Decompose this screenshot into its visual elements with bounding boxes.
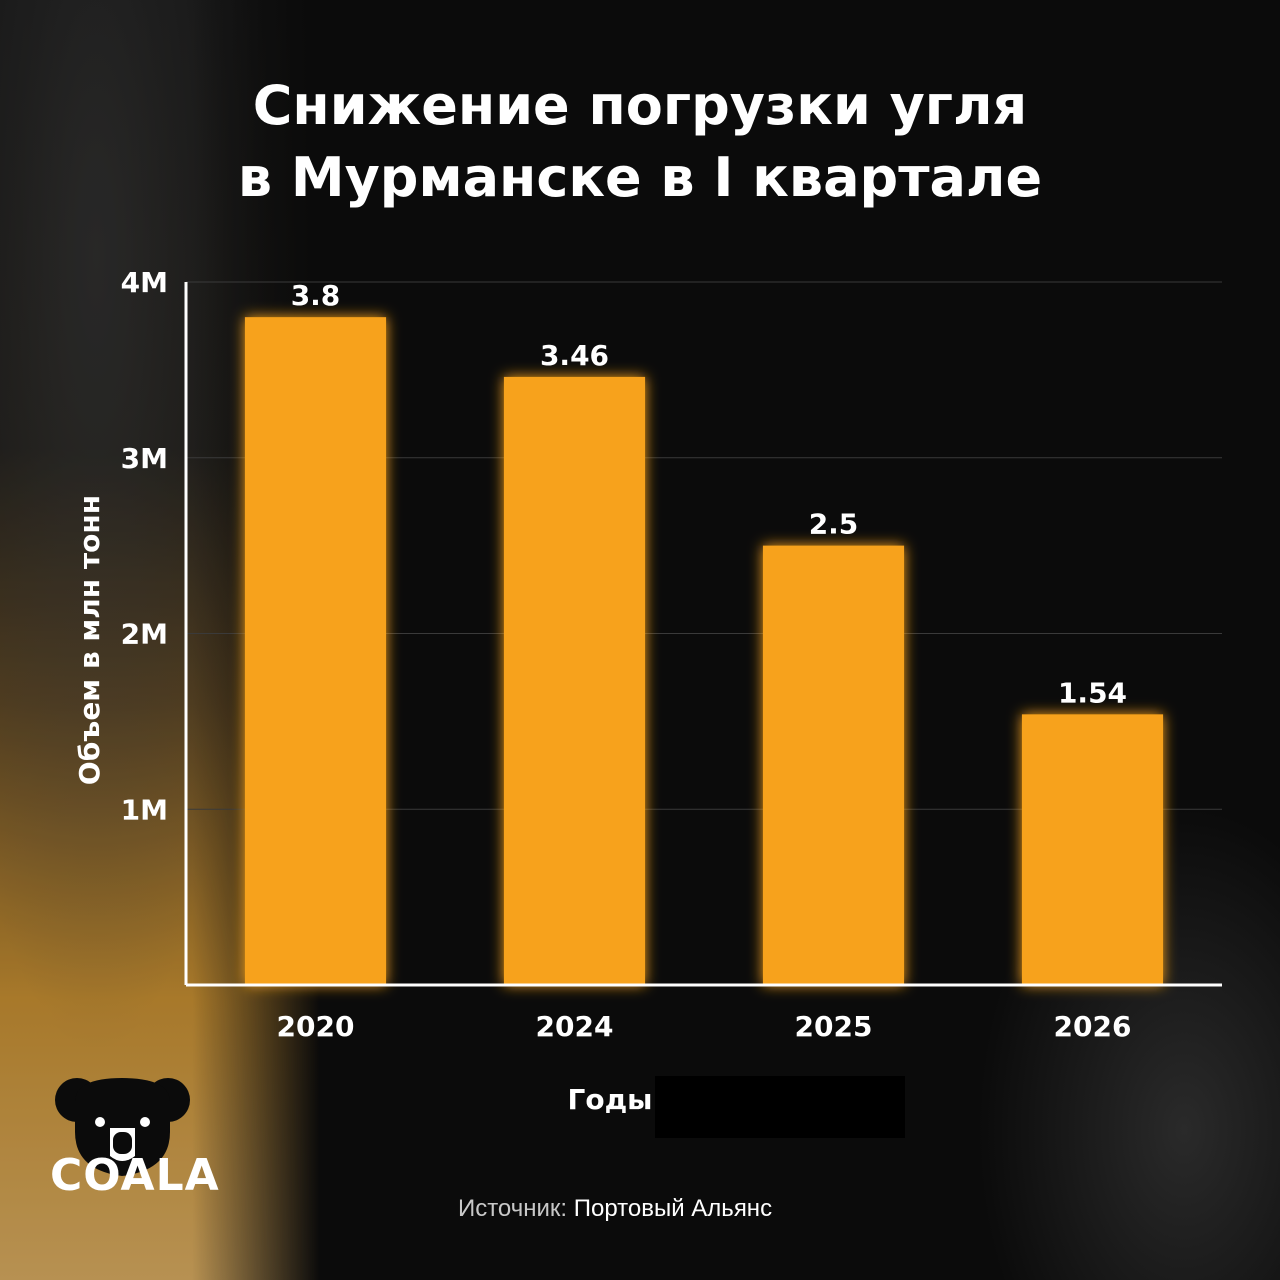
y-tick-label: 1M (121, 793, 168, 826)
bar (762, 545, 905, 985)
bar-value-label: 3.8 (291, 279, 341, 312)
labels: 1M 2M 3M 4M 3.8 2020 3.46 2024 2.5 2025 1.54 2026 (121, 266, 1132, 1043)
bar-value-label: 1.54 (1058, 676, 1127, 709)
source-label: Источник: (457, 1195, 568, 1222)
koala-icon (55, 1078, 190, 1176)
x-label-mask (655, 1076, 905, 1138)
bars (244, 317, 1164, 985)
bar (503, 376, 646, 985)
bar (244, 317, 387, 985)
logo-text: COALA (50, 1150, 220, 1201)
bar-value-label: 2.5 (809, 508, 859, 541)
x-tick-label: 2020 (277, 1010, 355, 1043)
axes (184, 282, 1222, 987)
y-tick-label: 4M (121, 266, 168, 299)
x-tick-label: 2025 (795, 1010, 873, 1043)
bar (1021, 714, 1164, 985)
source-value: Портовый Альянс (573, 1195, 773, 1222)
title-line-1: Снижение погрузки угля (252, 74, 1028, 137)
y-axis-label: Объем в млн тонн (73, 494, 106, 786)
x-tick-label: 2024 (536, 1010, 614, 1043)
bar-value-label: 3.46 (540, 339, 609, 372)
page-title: Снижение погрузки угля в Мурманске в I к… (0, 70, 1280, 214)
source-note: Источник: Портовый Альянс (0, 1194, 1230, 1224)
x-tick-label: 2026 (1054, 1010, 1132, 1043)
y-tick-label: 3M (121, 442, 168, 475)
y-tick-label: 2M (121, 618, 168, 651)
title-line-2: в Мурманске в I квартале (237, 146, 1043, 209)
x-axis-label: Годы (567, 1083, 653, 1116)
